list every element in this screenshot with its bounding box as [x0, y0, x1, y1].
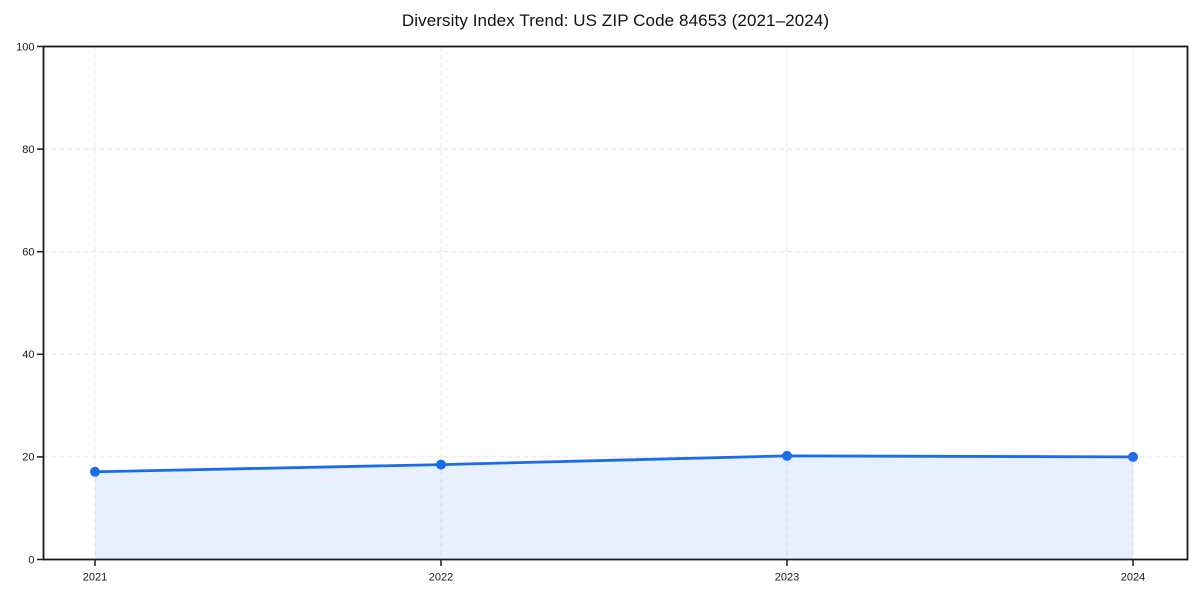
x-tick-label: 2023 — [775, 572, 799, 584]
y-tick-label: 60 — [22, 247, 34, 259]
y-tick-label: 0 — [28, 554, 34, 566]
data-point — [782, 450, 792, 461]
x-tick-label: 2022 — [429, 572, 453, 584]
area-fill — [95, 455, 1133, 560]
data-point — [90, 466, 100, 477]
trend-line — [93, 454, 1135, 474]
data-point — [436, 459, 446, 470]
y-tick-label: 80 — [22, 144, 34, 156]
x-tick-label: 2021 — [83, 572, 107, 584]
x-tick-label: 2024 — [1121, 572, 1145, 584]
plot-border — [42, 45, 1189, 561]
chart-title: Diversity Index Trend: US ZIP Code 84653… — [401, 11, 830, 30]
y-tick-label: 20 — [22, 452, 34, 464]
y-tick-label: 100 — [16, 41, 34, 53]
data-point — [1128, 451, 1138, 462]
y-tick-label: 40 — [22, 349, 34, 361]
